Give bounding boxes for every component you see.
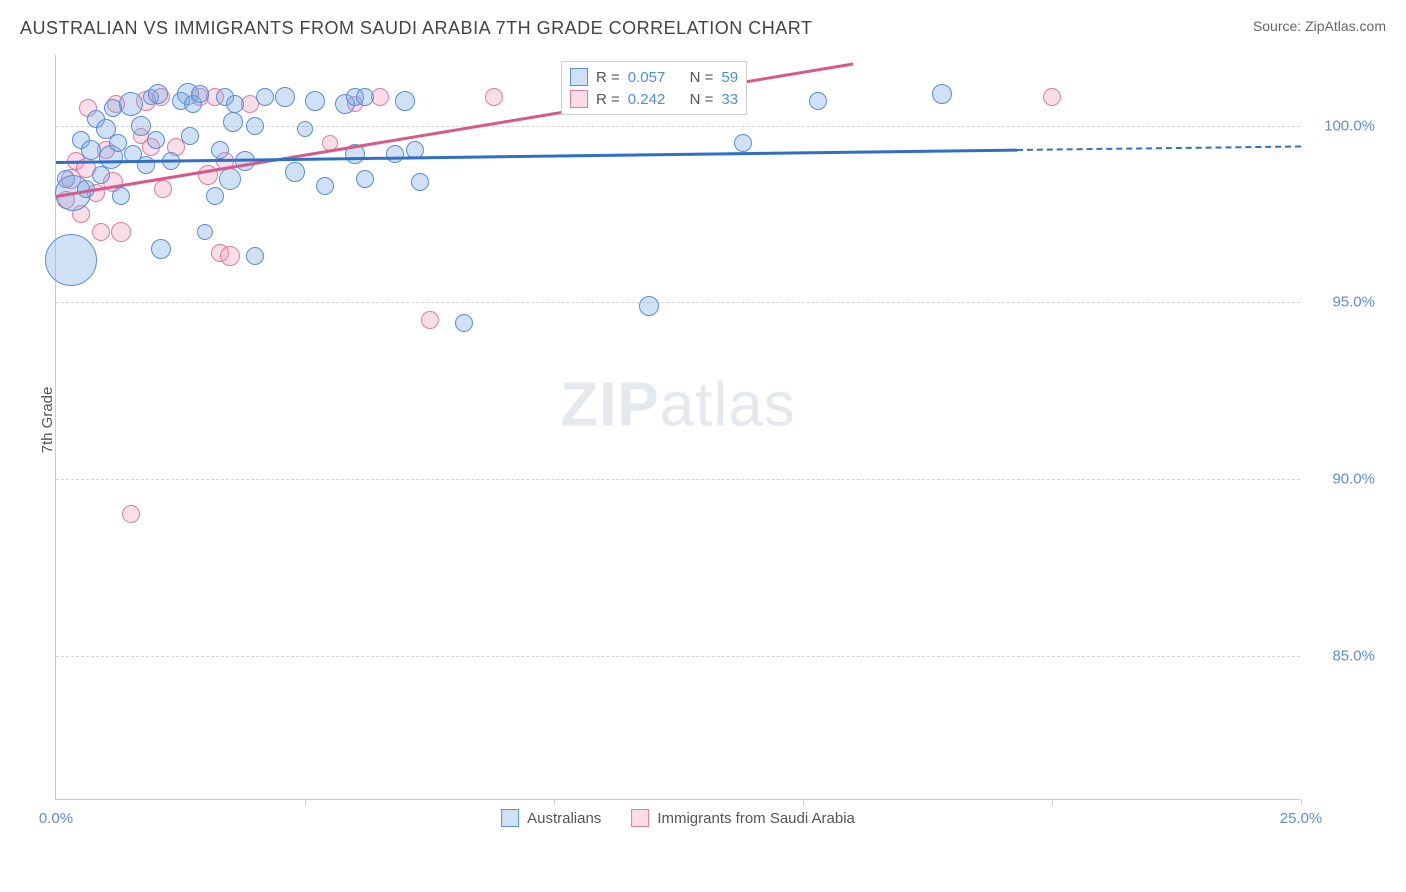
legend: Australians Immigrants from Saudi Arabia [501,809,855,827]
x-tick-mark [1301,799,1302,805]
chart-title: AUSTRALIAN VS IMMIGRANTS FROM SAUDI ARAB… [20,18,812,39]
point-blue [809,92,827,110]
point-pink [1043,88,1061,106]
point-pink [154,180,172,198]
point-pink [220,246,240,266]
point-blue [206,187,224,205]
point-blue [932,84,952,104]
point-blue [734,134,752,152]
point-pink [122,505,140,523]
x-tick-label: 0.0% [39,810,73,827]
point-blue [197,224,213,240]
stats-box: R = 0.057 N = 59R = 0.242 N = 33 [561,61,747,115]
stats-row-blue: R = 0.057 N = 59 [570,66,738,88]
point-blue [45,234,97,286]
point-blue [151,239,171,259]
point-pink [485,88,503,106]
point-blue [395,91,415,111]
stats-row-pink: R = 0.242 N = 33 [570,88,738,110]
swatch-pink-icon [631,809,649,827]
y-tick-label: 85.0% [1315,647,1375,664]
gridline-h [56,479,1300,480]
swatch-pink-icon [570,90,588,108]
y-tick-label: 90.0% [1315,470,1375,487]
legend-label: Australians [527,810,601,827]
point-blue [137,156,155,174]
point-blue [226,95,244,113]
gridline-h [56,302,1300,303]
point-blue [223,112,243,132]
gridline-h [56,656,1300,657]
gridline-h [56,126,1300,127]
x-tick-mark [305,799,306,805]
chart-plot-area: ZIPatlas 85.0%90.0%95.0%100.0%0.0%25.0%R… [55,55,1300,800]
point-blue [411,173,429,191]
point-blue [275,87,295,107]
y-axis-label: 7th Grade [39,387,56,454]
watermark: ZIPatlas [560,369,795,440]
swatch-blue-icon [501,809,519,827]
legend-item-blue: Australians [501,809,601,827]
point-blue [305,91,325,111]
point-blue [219,168,241,190]
legend-item-pink: Immigrants from Saudi Arabia [631,809,855,827]
point-blue [246,247,264,265]
x-tick-label: 25.0% [1280,810,1323,827]
point-blue [211,141,229,159]
point-blue [297,121,313,137]
point-pink [111,222,131,242]
y-tick-label: 100.0% [1315,117,1375,134]
point-blue [356,170,374,188]
x-tick-mark [1052,799,1053,805]
x-tick-mark [554,799,555,805]
point-blue [639,296,659,316]
point-pink [421,311,439,329]
y-tick-label: 95.0% [1315,294,1375,311]
point-blue [285,162,305,182]
swatch-blue-icon [570,68,588,86]
point-blue [131,116,151,136]
point-blue [148,84,168,104]
source-label: Source: ZipAtlas.com [1253,18,1386,34]
point-blue [112,187,130,205]
trend-line-blue [56,149,1017,164]
x-tick-mark [803,799,804,805]
point-blue [316,177,334,195]
point-blue [147,131,165,149]
point-blue [191,85,209,103]
point-blue [181,127,199,145]
point-blue [119,92,143,116]
point-blue [386,145,404,163]
legend-label: Immigrants from Saudi Arabia [657,810,855,827]
point-blue [256,88,274,106]
point-blue [356,88,374,106]
trend-line-blue-dashed [1017,145,1301,151]
point-pink [92,223,110,241]
point-blue [246,117,264,135]
point-blue [455,314,473,332]
